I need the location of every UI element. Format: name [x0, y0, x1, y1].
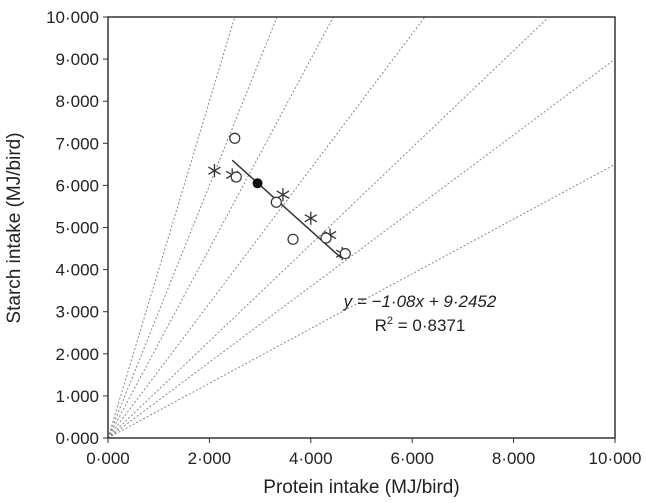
- point-asterisk-1: [208, 164, 221, 178]
- rail-line-3: [107, 16, 334, 439]
- x-tick-label-1: 2·000: [188, 449, 231, 468]
- r-squared-prefix: R: [375, 316, 387, 335]
- y-tick-label-0: 0·000: [56, 429, 99, 448]
- point-open-circle-5: [320, 232, 332, 244]
- points-group: [208, 132, 351, 261]
- regression-equation: y = −1·08x + 9·2452: [343, 292, 497, 311]
- rail-line-1: [107, 16, 236, 439]
- y-tick-label-7: 7·000: [56, 134, 99, 153]
- point-open-circle-4: [287, 233, 299, 245]
- y-tick-label-3: 3·000: [56, 303, 99, 322]
- x-ticks-group: 0·000 2·000 4·000 6·000 8·000 10·000: [86, 438, 641, 468]
- y-tick-label-9: 9·000: [56, 50, 99, 69]
- point-asterisk-3: [276, 188, 290, 202]
- x-tick-label-2: 4·000: [289, 449, 332, 468]
- rail-line-4: [107, 16, 426, 439]
- point-open-circle-1: [229, 132, 241, 144]
- y-tick-label-5: 5·000: [56, 219, 99, 238]
- x-tick-label-5: 10·000: [589, 449, 642, 468]
- x-tick-label-0: 0·000: [86, 449, 129, 468]
- y-tick-label-2: 2·000: [56, 345, 99, 364]
- y-tick-label-8: 8·000: [56, 92, 99, 111]
- rail-line-6: [107, 58, 616, 439]
- point-asterisk-4: [304, 211, 318, 225]
- rail-line-7: [107, 163, 616, 439]
- plot-frame: [107, 16, 616, 439]
- y-tick-label-6: 6·000: [56, 176, 99, 195]
- r-squared-value: = 0·8371: [393, 316, 465, 335]
- rail-line-5: [107, 16, 550, 439]
- y-ticks-group: 0·000 1·000 2·000 3·000 4·000 5·000 6·000 7·000…: [46, 8, 108, 448]
- point-open-circle-2: [230, 171, 242, 183]
- point-open-circle-6: [339, 248, 351, 260]
- point-filled-circle-1: [252, 178, 263, 189]
- x-tick-label-3: 6·000: [390, 449, 433, 468]
- y-tick-label-1: 1·000: [56, 387, 99, 406]
- x-axis-title: Protein intake (MJ/bird): [263, 477, 459, 498]
- y-tick-label-10: 10·000: [46, 8, 99, 27]
- r-squared-exponent: 2: [387, 315, 393, 327]
- x-tick-label-4: 8·000: [492, 449, 535, 468]
- y-axis-title: Starch intake (MJ/bird): [4, 132, 25, 323]
- point-open-circle-3: [270, 196, 282, 208]
- y-tick-label-4: 4·000: [56, 261, 99, 280]
- rails-group: [107, 16, 616, 439]
- r-squared-label: R2 = 0·8371: [375, 315, 466, 335]
